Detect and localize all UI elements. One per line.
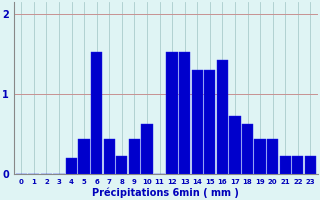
- Bar: [280, 156, 291, 174]
- Bar: [217, 60, 228, 174]
- Bar: [292, 156, 303, 174]
- Bar: [179, 52, 190, 174]
- Bar: [305, 156, 316, 174]
- Bar: [204, 70, 215, 174]
- Bar: [229, 116, 241, 174]
- Bar: [129, 139, 140, 174]
- Bar: [192, 70, 203, 174]
- Bar: [104, 139, 115, 174]
- Bar: [66, 158, 77, 174]
- Bar: [91, 52, 102, 174]
- Bar: [116, 156, 127, 174]
- Bar: [78, 139, 90, 174]
- X-axis label: Précipitations 6min ( mm ): Précipitations 6min ( mm ): [92, 187, 239, 198]
- Bar: [166, 52, 178, 174]
- Bar: [242, 124, 253, 174]
- Bar: [267, 139, 278, 174]
- Bar: [254, 139, 266, 174]
- Bar: [141, 124, 153, 174]
